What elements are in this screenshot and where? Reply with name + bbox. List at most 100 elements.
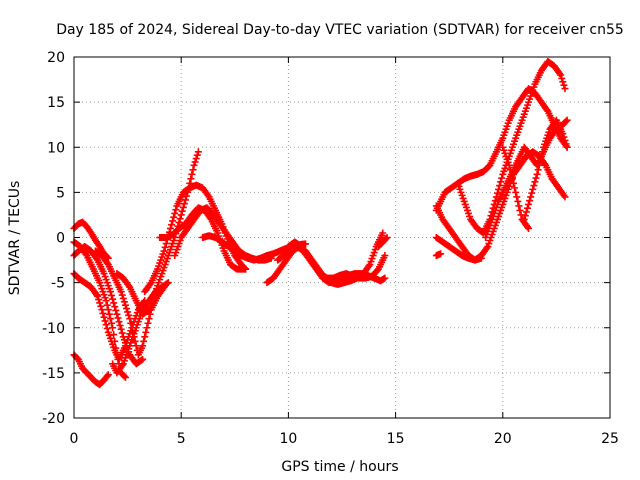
data-point-marker [534,166,542,174]
data-point-marker [523,223,531,231]
data-point-marker [103,259,111,267]
data-point-marker [118,291,126,299]
data-point-marker [99,309,107,317]
data-point-marker [521,212,529,220]
data-point-marker [101,317,109,325]
data-point-marker [132,342,140,350]
data-point-marker [507,170,515,178]
x-tick-label: 25 [601,431,619,447]
data-point-marker [102,297,110,305]
data-point-marker [104,306,112,314]
y-axis-label: SDTVAR / TECUs [7,181,23,296]
data-point-marker [527,193,535,201]
data-point-marker [525,224,533,232]
data-series-s16 [374,234,391,251]
data-point-marker [95,296,103,304]
data-point-marker [516,206,524,214]
data-point-marker [538,148,546,156]
data-point-marker [162,240,170,248]
data-point-marker [558,74,566,82]
data-point-marker [512,188,520,196]
data-point-marker [121,373,129,381]
data-point-marker [190,161,198,169]
data-point-marker [145,315,153,323]
data-point-marker [144,319,152,327]
data-point-marker [170,213,178,221]
data-point-marker [127,319,135,327]
data-point-marker [560,133,568,141]
data-point-marker [365,262,373,270]
y-tick-label: 0 [56,231,65,247]
data-point-marker [146,280,154,288]
data-point-marker [511,184,519,192]
data-point-marker [110,331,118,339]
data-point-marker [523,204,531,212]
data-point-marker [180,200,188,208]
data-point-marker [477,254,485,262]
data-point-marker [102,321,110,329]
plot-area [70,58,571,389]
data-point-marker [120,298,128,306]
data-point-marker [119,294,127,302]
data-point-marker [508,175,516,183]
data-point-marker [139,355,147,363]
data-point-marker [541,160,549,168]
data-point-marker [142,328,150,336]
data-point-marker [117,325,125,333]
data-point-marker [562,140,570,148]
data-point-marker [172,206,180,214]
data-point-marker [543,106,551,114]
data-point-marker [537,152,545,160]
data-point-marker [561,136,569,144]
data-point-marker [111,303,119,311]
data-point-marker [171,209,179,217]
x-tick-label: 15 [387,431,405,447]
data-point-marker [559,78,567,86]
data-point-marker [93,255,101,263]
x-axis-label: GPS time / hours [281,459,398,475]
data-point-marker [125,282,133,290]
data-point-marker [529,185,537,193]
data-point-marker [139,342,147,350]
data-point-marker [381,274,389,282]
data-point-marker [164,279,172,287]
x-tick-label: 5 [177,431,186,447]
data-point-marker [515,202,523,210]
data-point-marker [533,170,541,178]
data-point-marker [496,182,504,190]
data-point-marker [530,182,538,190]
data-point-marker [381,252,389,260]
plot-frame [73,56,611,419]
data-point-marker [563,116,571,124]
data-point-marker [109,295,117,303]
data-point-marker [562,117,570,125]
data-point-marker [556,70,564,78]
data-point-marker [506,166,514,174]
y-tick-label: -5 [51,276,65,292]
data-point-marker [192,155,200,163]
data-point-marker [242,265,250,273]
data-point-marker [175,218,183,226]
data-point-marker [100,313,108,321]
data-point-marker [123,305,131,313]
data-point-marker [178,207,186,215]
data-point-marker [118,361,126,369]
data-point-marker [187,175,195,183]
data-point-marker [113,351,121,359]
x-tick-label: 10 [279,431,297,447]
data-point-marker [535,161,543,169]
data-point-marker [114,355,122,363]
data-point-marker [168,221,176,229]
data-series-s12 [199,232,310,264]
data-point-marker [526,197,534,205]
x-tick-label: 20 [494,431,512,447]
data-point-marker [557,71,565,79]
y-tick-label: 5 [56,185,65,201]
data-point-marker [510,179,518,187]
chart-title: Day 185 of 2024, Sidereal Day-to-day VTE… [56,22,624,38]
data-point-marker [125,311,133,319]
data-point-marker [115,318,123,326]
data-point-marker [121,301,129,309]
data-point-marker [96,299,104,307]
data-point-marker [563,143,571,151]
